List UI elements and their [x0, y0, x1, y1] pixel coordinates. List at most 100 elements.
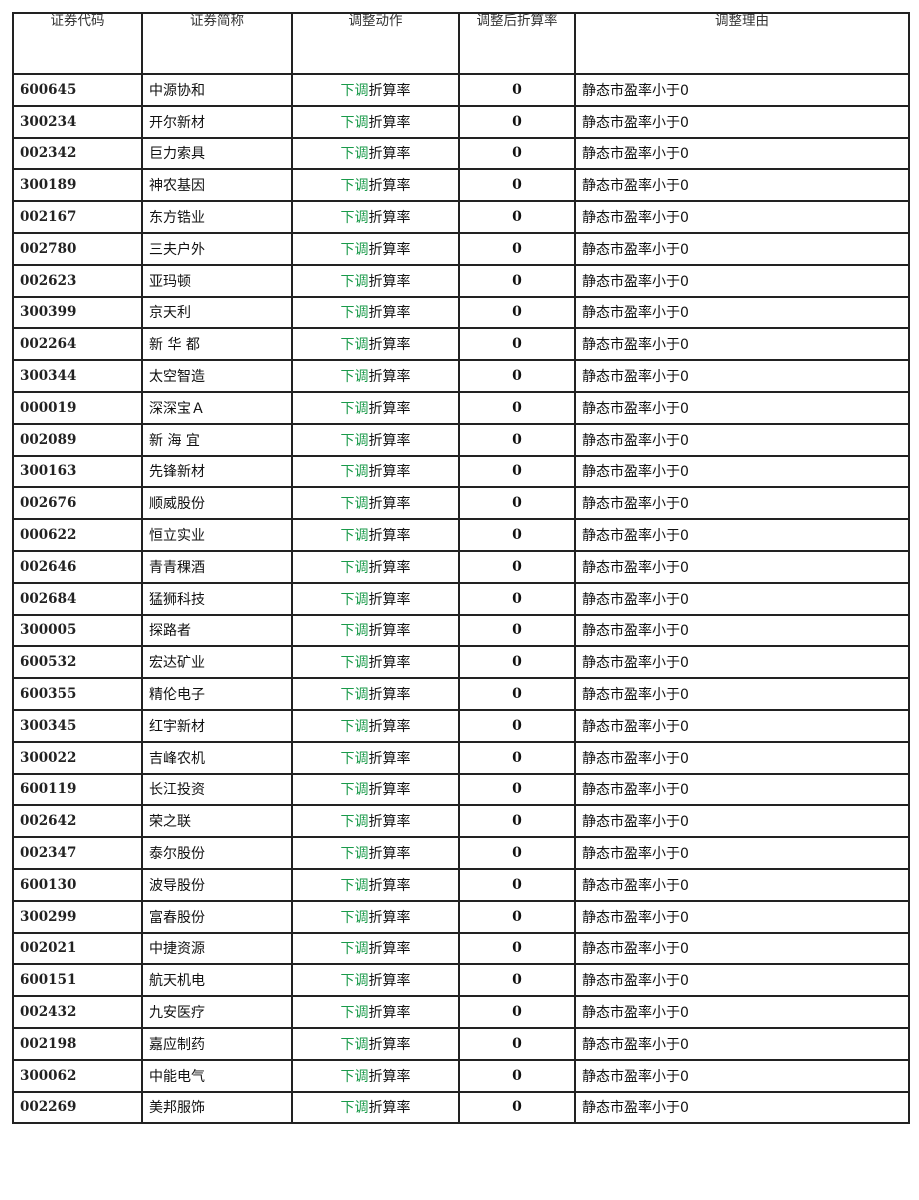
security-code: 600151	[12, 963, 143, 998]
security-code: 000019	[12, 390, 143, 425]
action-rest: 折算率	[368, 973, 411, 990]
adjust-action: 下调折算率	[291, 486, 460, 521]
security-code: 002676	[12, 486, 143, 521]
security-code: 300234	[12, 104, 143, 139]
action-highlight: 下调	[340, 750, 369, 767]
action-rest: 折算率	[368, 1005, 411, 1021]
adjust-action: 下调折算率	[291, 104, 460, 139]
security-name: 东方锆业	[141, 200, 293, 234]
table-row: 300005 探路者 下调折算率 0 静态市盈率小于0	[12, 613, 910, 648]
security-code: 002269	[12, 1090, 143, 1125]
security-code: 600119	[12, 772, 143, 807]
action-rest: 折算率	[368, 718, 411, 735]
adjust-action: 下调折算率	[291, 1026, 460, 1061]
header-name: 证券简称	[141, 12, 293, 75]
security-code: 002684	[12, 581, 143, 616]
adjusted-rate: 0	[458, 645, 576, 680]
table-row: 000622 恒立实业 下调折算率 0 静态市盈率小于0	[12, 518, 910, 552]
table-row: 600645 中源协和 下调折算率 0 静态市盈率小于0	[12, 73, 910, 107]
security-name: 三夫户外	[141, 231, 293, 266]
adjusted-rate: 0	[458, 581, 576, 616]
adjust-action: 下调折算率	[291, 708, 460, 743]
security-name: 吉峰农机	[141, 740, 293, 775]
adjust-reason: 静态市盈率小于0	[574, 1026, 910, 1061]
adjust-reason: 静态市盈率小于0	[574, 136, 910, 171]
security-code: 300022	[12, 740, 143, 775]
table-row: 002342 巨力索具 下调折算率 0 静态市盈率小于0	[12, 136, 910, 171]
adjusted-rate: 0	[458, 327, 576, 362]
action-highlight: 下调	[340, 655, 369, 672]
table-row: 000019 深深宝Ａ 下调折算率 0 静态市盈率小于0	[12, 390, 910, 425]
security-name: 红宇新材	[141, 708, 293, 743]
adjusted-rate: 0	[458, 359, 576, 393]
action-rest: 折算率	[368, 464, 411, 481]
table-row: 002198 嘉应制药 下调折算率 0 静态市盈率小于0	[12, 1026, 910, 1061]
security-code: 300062	[12, 1058, 143, 1093]
adjusted-rate: 0	[458, 454, 576, 489]
adjust-action: 下调折算率	[291, 899, 460, 934]
security-name: 神农基因	[141, 168, 293, 203]
security-name: 中能电气	[141, 1058, 293, 1093]
security-code: 002264	[12, 327, 143, 362]
adjust-action: 下调折算率	[291, 168, 460, 203]
adjust-action: 下调折算率	[291, 359, 460, 393]
security-name: 恒立实业	[141, 518, 293, 552]
action-highlight: 下调	[340, 305, 369, 322]
security-name: 京天利	[141, 295, 293, 330]
table-row: 600532 宏达矿业 下调折算率 0 静态市盈率小于0	[12, 645, 910, 680]
table-row: 300022 吉峰农机 下调折算率 0 静态市盈率小于0	[12, 740, 910, 775]
action-highlight: 下调	[340, 432, 369, 449]
action-rest: 折算率	[368, 305, 411, 322]
security-code: 300345	[12, 708, 143, 743]
adjusted-rate: 0	[458, 1058, 576, 1093]
adjust-reason: 静态市盈率小于0	[574, 486, 910, 521]
table-row: 002089 新 海 宜下调折算率 0 静态市盈率小于0	[12, 422, 910, 457]
adjust-action: 下调折算率	[291, 804, 460, 839]
adjust-reason: 静态市盈率小于0	[574, 390, 910, 425]
action-highlight: 下调	[340, 528, 369, 545]
adjust-action: 下调折算率	[291, 390, 460, 425]
security-name: 探路者	[141, 613, 293, 648]
action-highlight: 下调	[340, 941, 369, 958]
adjusted-rate: 0	[458, 104, 576, 139]
table-row: 002264 新 华 都下调折算率 0 静态市盈率小于0	[12, 327, 910, 362]
action-rest: 折算率	[368, 846, 411, 863]
adjusted-rate: 0	[458, 867, 576, 902]
table-row: 300299 富春股份 下调折算率 0 静态市盈率小于0	[12, 899, 910, 934]
adjusted-rate: 0	[458, 518, 576, 552]
action-rest: 折算率	[368, 909, 411, 926]
table-row: 300189 神农基因 下调折算率 0 静态市盈率小于0	[12, 168, 910, 203]
table-row: 300234 开尔新材 下调折算率 0 静态市盈率小于0	[12, 104, 910, 139]
action-highlight: 下调	[340, 82, 369, 99]
action-rest: 折算率	[368, 1068, 411, 1085]
adjust-reason: 静态市盈率小于0	[574, 740, 910, 775]
security-name: 先锋新材	[141, 454, 293, 489]
action-highlight: 下调	[340, 814, 369, 831]
adjust-reason: 静态市盈率小于0	[574, 549, 910, 584]
table-row: 300399 京天利 下调折算率 0 静态市盈率小于0	[12, 295, 910, 330]
adjust-action: 下调折算率	[291, 867, 460, 902]
adjusted-rate: 0	[458, 708, 576, 743]
adjust-action: 下调折算率	[291, 1058, 460, 1093]
action-rest: 折算率	[368, 432, 411, 449]
action-highlight: 下调	[340, 877, 369, 894]
table-row: 600151 航天机电 下调折算率 0 静态市盈率小于0	[12, 963, 910, 998]
table-row: 300062 中能电气 下调折算率 0 静态市盈率小于0	[12, 1058, 910, 1093]
adjust-action: 下调折算率	[291, 740, 460, 775]
adjust-action: 下调折算率	[291, 836, 460, 870]
adjusted-rate: 0	[458, 963, 576, 998]
action-rest: 折算率	[368, 750, 411, 767]
action-rest: 折算率	[368, 782, 411, 799]
security-name: 青青稞酒	[141, 549, 293, 584]
table-row: 002347 泰尔股份 下调折算率 0 静态市盈率小于0	[12, 836, 910, 870]
adjusted-rate: 0	[458, 231, 576, 266]
action-highlight: 下调	[340, 623, 369, 640]
adjust-reason: 静态市盈率小于0	[574, 200, 910, 234]
adjust-action: 下调折算率	[291, 231, 460, 266]
adjusted-rate: 0	[458, 804, 576, 839]
adjust-action: 下调折算率	[291, 677, 460, 711]
adjusted-rate: 0	[458, 772, 576, 807]
security-code: 600645	[12, 73, 143, 107]
adjust-reason: 静态市盈率小于0	[574, 454, 910, 489]
security-code: 002432	[12, 995, 143, 1029]
